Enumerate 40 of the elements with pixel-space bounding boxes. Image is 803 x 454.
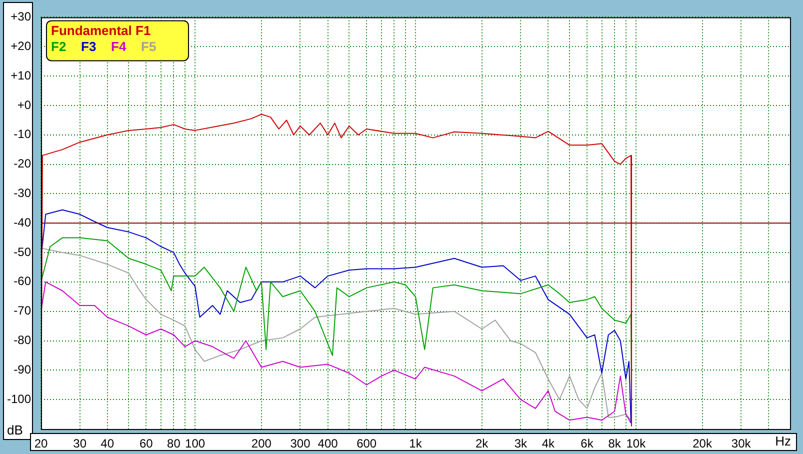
text: F5 <box>141 38 156 54</box>
x-tick-label: 100 <box>185 436 206 451</box>
x-tick-label: 30k <box>731 436 752 451</box>
x-tick-label: 300 <box>290 436 311 451</box>
x-tick-label: 4k <box>542 436 556 451</box>
x-tick-label: 10k <box>626 436 647 451</box>
y-tick-label: -90 <box>14 362 32 376</box>
y-tick-label: -40 <box>14 215 32 230</box>
y-tick-label: -100 <box>6 392 32 406</box>
x-tick-label: 20k <box>692 436 713 451</box>
x-tick-label: 60 <box>139 436 154 451</box>
text: F3 <box>81 38 96 54</box>
y-tick-label: +0 <box>17 98 32 112</box>
y-axis-title: dB <box>7 422 23 438</box>
x-tick-label: 8k <box>608 436 622 451</box>
y-tick-label: +30 <box>10 10 32 24</box>
y-tick-label: +10 <box>10 68 32 82</box>
x-tick-label: 200 <box>251 436 272 451</box>
x-tick-label: 40 <box>100 436 114 451</box>
x-tick-label: 20 <box>34 436 48 451</box>
x-axis-title: Hz <box>775 434 791 449</box>
y-tick-label: -50 <box>14 244 32 259</box>
y-tick-label: -60 <box>14 274 32 288</box>
x-tick-label: 80 <box>167 436 181 451</box>
text: F4 <box>111 38 127 54</box>
x-tick-label: 30 <box>73 436 87 451</box>
x-tick-label: 2k <box>476 436 490 451</box>
y-tick-label: -10 <box>14 127 32 142</box>
y-tick-label: -80 <box>14 333 32 348</box>
x-tick-label: 1k <box>409 436 423 451</box>
y-tick-label: -30 <box>14 186 32 200</box>
x-tick-label: 6k <box>580 436 594 451</box>
y-tick-label: -20 <box>14 156 32 171</box>
x-tick-label: 3k <box>514 436 528 451</box>
y-tick-label: +20 <box>10 38 32 53</box>
x-tick-label: 400 <box>318 436 338 451</box>
text: Fundamental F1 <box>51 22 151 38</box>
x-tick-label: 600 <box>356 436 377 451</box>
text: F2 <box>51 38 66 54</box>
y-tick-label: -70 <box>14 304 32 318</box>
